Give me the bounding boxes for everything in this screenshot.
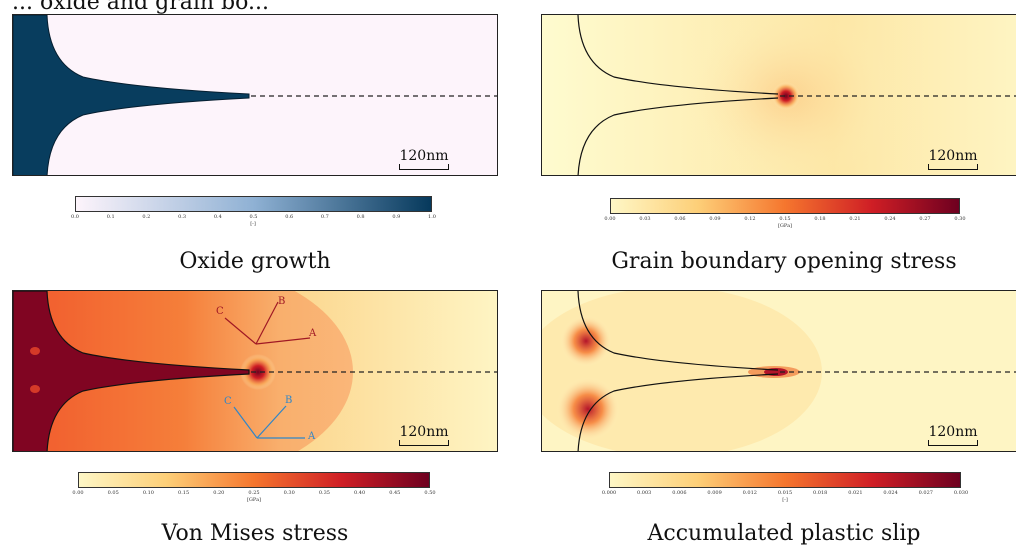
panel-oxide-growth: 120nm	[12, 14, 498, 176]
colorbar-gb-stress	[610, 198, 960, 214]
colorbar-ticks-gb-stress: 0.00 0.03 0.06 0.09 0.12 0.15 0.18 0.21 …	[604, 216, 966, 222]
colorbar-ticks-oxide: 0.0 0.1 0.2 0.3 0.4 0.5 0.6 0.7 0.8 0.9 …	[71, 214, 436, 220]
axis-label-blue-a: A	[307, 431, 316, 442]
colorbar-von-mises	[78, 472, 430, 488]
axis-label-red-c: C	[216, 306, 224, 317]
von-mises-field: A B C A B C	[13, 291, 497, 451]
colorbar-unit-oxide: [-]	[250, 221, 256, 227]
axis-label-blue-b: B	[285, 395, 292, 406]
panel-gb-opening-stress: 120nm	[541, 14, 1016, 176]
colorbar-ticks-plastic-slip: 0.000 0.003 0.006 0.009 0.012 0.015 0.01…	[601, 490, 969, 496]
cropped-header-text: ... oxide and grain bo...	[12, 0, 269, 15]
axis-label-blue-c: C	[224, 396, 232, 407]
panel-von-mises-stress: A B C A B C 120nm	[12, 290, 498, 452]
scale-bar: 120nm	[928, 149, 978, 170]
caption-gb-opening-stress: Grain boundary opening stress	[611, 249, 957, 274]
colorbar-ticks-von-mises: 0.00 0.05 0.10 0.15 0.20 0.25 0.30 0.35 …	[72, 490, 436, 496]
plastic-slip-field	[542, 291, 1016, 451]
crystal-axes-red	[224, 301, 311, 345]
scale-bar: 120nm	[399, 149, 449, 170]
axis-label-red-a: A	[308, 328, 317, 339]
caption-von-mises-stress: Von Mises stress	[161, 521, 349, 546]
axis-label-red-b: B	[278, 296, 285, 307]
colorbar-unit-gb-stress: [GPa]	[777, 223, 793, 229]
scale-bar: 120nm	[928, 425, 978, 446]
scale-bar: 120nm	[399, 425, 449, 446]
panel-plastic-slip: 120nm	[541, 290, 1016, 452]
crystal-axes-blue	[233, 405, 305, 439]
colorbar-plastic-slip	[609, 472, 961, 488]
gb-stress-field	[542, 15, 1016, 175]
colorbar-unit-plastic-slip: [-]	[782, 497, 788, 503]
oxide-field	[13, 15, 497, 175]
colorbar-oxide	[75, 196, 432, 212]
colorbar-unit-von-mises: [GPa]	[246, 497, 262, 503]
caption-plastic-slip: Accumulated plastic slip	[647, 521, 921, 546]
caption-oxide-growth: Oxide growth	[179, 249, 331, 274]
